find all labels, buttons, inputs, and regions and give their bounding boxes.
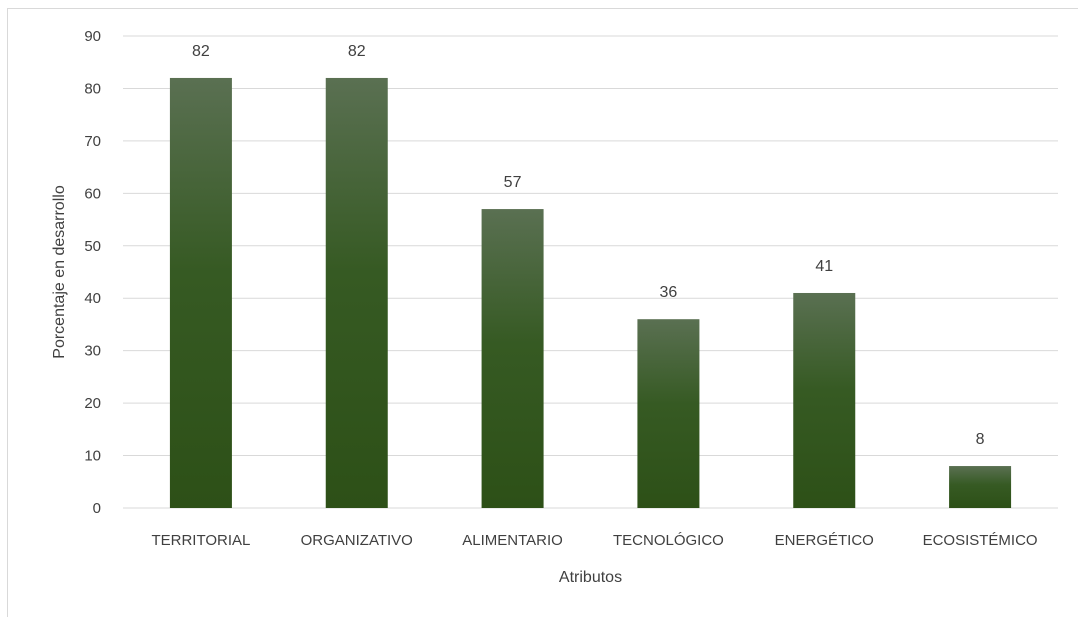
data-label-organizativo: 82 <box>348 43 366 60</box>
y-tick-0: 0 <box>93 500 101 517</box>
y-tick-90: 90 <box>84 28 101 45</box>
x-tick-ecosistémico: ECOSISTÉMICO <box>923 532 1038 549</box>
data-labels: 82 82 57 36 41 8 <box>192 43 985 448</box>
y-axis-title: Porcentaje en desarrollo <box>51 185 68 359</box>
x-tick-labels: TERRITORIAL ORGANIZATIVO ALIMENTARIO TECNOL… <box>151 532 1037 549</box>
x-tick-organizativo: ORGANIZATIVO <box>301 532 413 549</box>
y-tick-labels: 0 10 20 30 40 50 60 70 80 90 <box>84 28 101 517</box>
bar-alimentario <box>481 209 544 509</box>
data-label-ecosistémico: 8 <box>976 431 985 448</box>
chart-frame <box>7 8 1078 617</box>
y-tick-20: 20 <box>84 395 101 412</box>
x-tick-alimentario: ALIMENTARIO <box>462 532 563 549</box>
bar-ecosistémico <box>949 466 1012 508</box>
y-tick-60: 60 <box>84 185 101 202</box>
data-label-tecnológico: 36 <box>660 284 678 301</box>
y-tick-10: 10 <box>84 448 101 465</box>
data-label-territorial: 82 <box>192 43 210 60</box>
y-tick-50: 50 <box>84 238 101 255</box>
y-tick-40: 40 <box>84 290 101 307</box>
x-axis-title: Atributos <box>559 569 622 586</box>
data-label-alimentario: 57 <box>504 174 522 191</box>
x-tick-tecnológico: TECNOLÓGICO <box>613 532 724 549</box>
data-label-energético: 41 <box>815 258 833 275</box>
y-tick-30: 30 <box>84 343 101 360</box>
y-tick-80: 80 <box>84 80 101 97</box>
x-tick-territorial: TERRITORIAL <box>151 532 250 549</box>
gridlines <box>123 35 1058 509</box>
bar-organizativo <box>325 77 388 508</box>
bar-territorial <box>169 77 232 508</box>
bar-energético <box>793 292 856 508</box>
y-tick-70: 70 <box>84 133 101 150</box>
bars <box>169 77 1012 509</box>
bar-tecnológico <box>637 319 700 508</box>
x-tick-energético: ENERGÉTICO <box>775 532 874 549</box>
